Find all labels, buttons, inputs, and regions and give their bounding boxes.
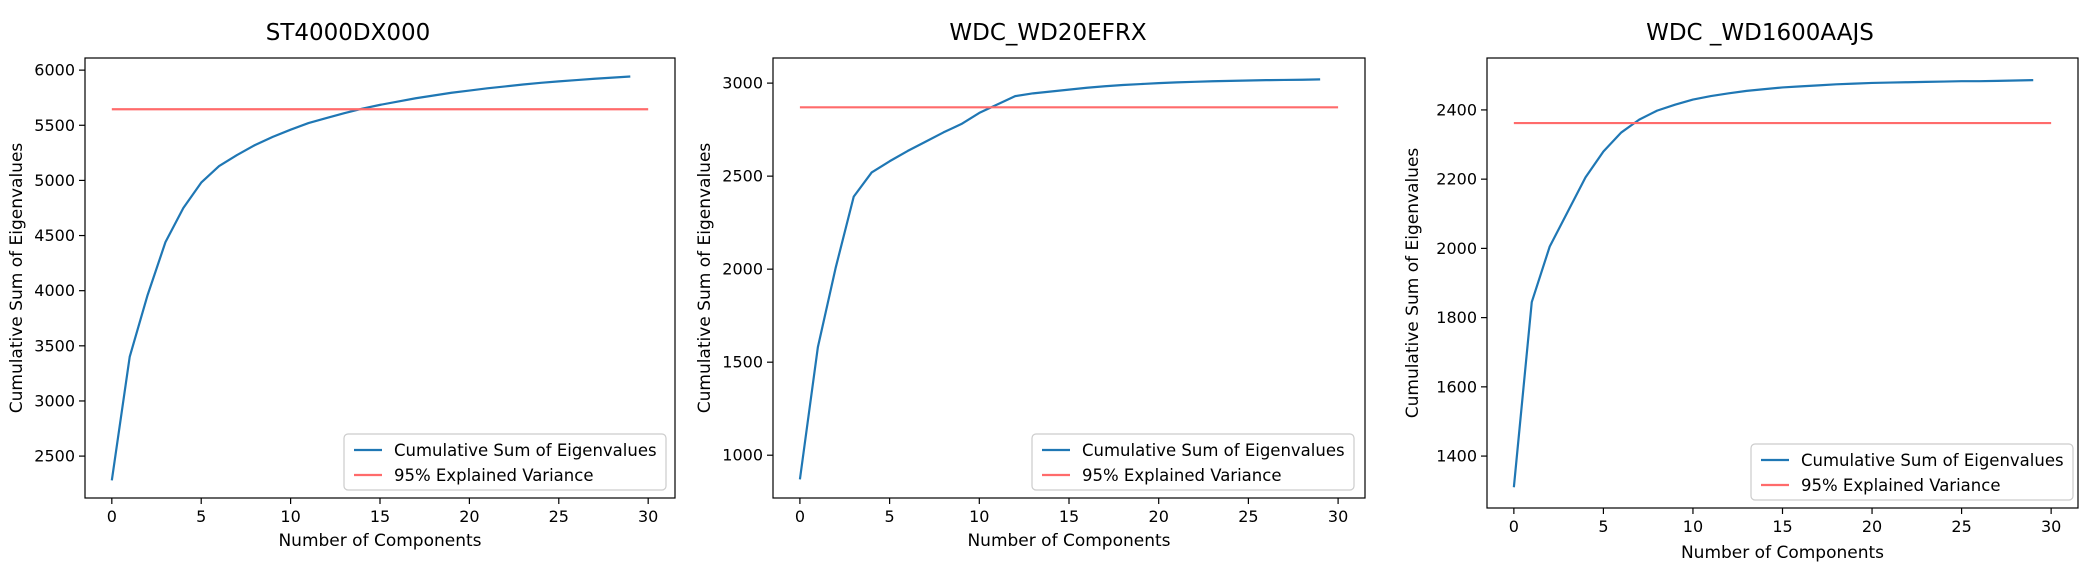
x-tick-label: 25 — [549, 507, 569, 526]
legend-box — [1750, 443, 2074, 501]
legend-label: 95% Explained Variance — [1082, 466, 1281, 485]
axes-frame — [772, 57, 1366, 499]
y-tick-label: 2200 — [1436, 170, 1477, 189]
x-tick-label: 20 — [459, 507, 479, 526]
x-tick-label: 15 — [370, 507, 390, 526]
x-tick-label: 25 — [1238, 507, 1258, 526]
y-tick-label: 4500 — [34, 226, 75, 245]
axes-frame — [84, 57, 676, 499]
x-tick-label: 5 — [196, 507, 206, 526]
legend-box — [1031, 433, 1355, 491]
legend-label: 95% Explained Variance — [1801, 476, 2000, 495]
y-axis-label: Cumulative Sum of Eigenvalues — [695, 143, 715, 414]
y-tick-label: 1000 — [722, 446, 763, 465]
y-axis-label: Cumulative Sum of Eigenvalues — [1403, 148, 1423, 419]
x-tick-label: 10 — [969, 507, 989, 526]
x-axis-label: Number of Components — [967, 531, 1170, 551]
cumulative-eigenvalue-line — [110, 75, 631, 481]
x-tick-label: 20 — [1149, 507, 1169, 526]
legend-label: Cumulative Sum of Eigenvalues — [394, 441, 657, 460]
y-tick-label: 2000 — [1436, 239, 1477, 258]
x-tick-label: 15 — [1772, 517, 1792, 536]
x-tick-label: 30 — [638, 507, 658, 526]
x-tick-label: 15 — [1059, 507, 1079, 526]
x-tick-label: 20 — [1862, 517, 1882, 536]
axes-frame — [1486, 57, 2079, 509]
cumulative-eigenvalue-line — [1512, 79, 2034, 488]
y-tick-label: 1600 — [1436, 377, 1477, 396]
legend-label: 95% Explained Variance — [394, 466, 593, 485]
chart-title: WDC_WD20EFRX — [949, 20, 1146, 46]
legend-label: Cumulative Sum of Eigenvalues — [1801, 451, 2064, 470]
x-tick-label: 0 — [795, 507, 805, 526]
y-tick-label: 2500 — [34, 447, 75, 466]
x-tick-label: 10 — [280, 507, 300, 526]
chart-panel-2: WDC_WD20EFRX 0 5 10 15 20 25 30 1000 1500 2000 2500… — [695, 20, 1366, 551]
y-tick-label: 6000 — [34, 61, 75, 80]
x-tick-label: 5 — [1598, 517, 1608, 536]
x-axis-label: Number of Components — [278, 531, 481, 551]
y-tick-label: 5000 — [34, 171, 75, 190]
y-tick-label: 1800 — [1436, 308, 1477, 327]
x-tick-label: 30 — [1328, 507, 1348, 526]
chart-panel-1: ST4000DX000 0 5 10 15 20 25 30 2500 3000 3500 4000 4… — [7, 20, 676, 551]
y-tick-label: 1400 — [1436, 447, 1477, 466]
x-axis-label: Number of Components — [1681, 543, 1884, 563]
y-tick-label: 3500 — [34, 336, 75, 355]
legend: Cumulative Sum of Eigenvalues 95% Explain… — [1750, 443, 2074, 501]
legend-box — [343, 433, 667, 491]
y-tick-label: 2000 — [722, 260, 763, 279]
cumulative-eigenvalue-line — [798, 78, 1321, 480]
y-tick-label: 3000 — [722, 74, 763, 93]
y-tick-label: 2500 — [722, 167, 763, 186]
y-tick-label: 2400 — [1436, 100, 1477, 119]
y-axis-label: Cumulative Sum of Eigenvalues — [7, 143, 27, 414]
chart-title: ST4000DX000 — [266, 20, 431, 46]
x-tick-label: 30 — [2041, 517, 2061, 536]
x-tick-label: 0 — [1509, 517, 1519, 536]
legend: Cumulative Sum of Eigenvalues 95% Explain… — [1031, 433, 1355, 491]
y-tick-label: 5500 — [34, 116, 75, 135]
chart-title: WDC _WD1600AAJS — [1646, 20, 1874, 46]
x-tick-label: 0 — [107, 507, 117, 526]
x-tick-label: 25 — [1951, 517, 1971, 536]
legend-label: Cumulative Sum of Eigenvalues — [1082, 441, 1345, 460]
y-tick-label: 3000 — [34, 391, 75, 410]
chart-panel-3: WDC _WD1600AAJS 0 5 10 15 20 25 30 1400 1600 1800 2… — [1403, 20, 2079, 563]
legend: Cumulative Sum of Eigenvalues 95% Explain… — [343, 433, 667, 491]
x-tick-label: 10 — [1683, 517, 1703, 536]
x-tick-label: 5 — [885, 507, 895, 526]
y-tick-label: 4000 — [34, 281, 75, 300]
y-tick-label: 1500 — [722, 353, 763, 372]
